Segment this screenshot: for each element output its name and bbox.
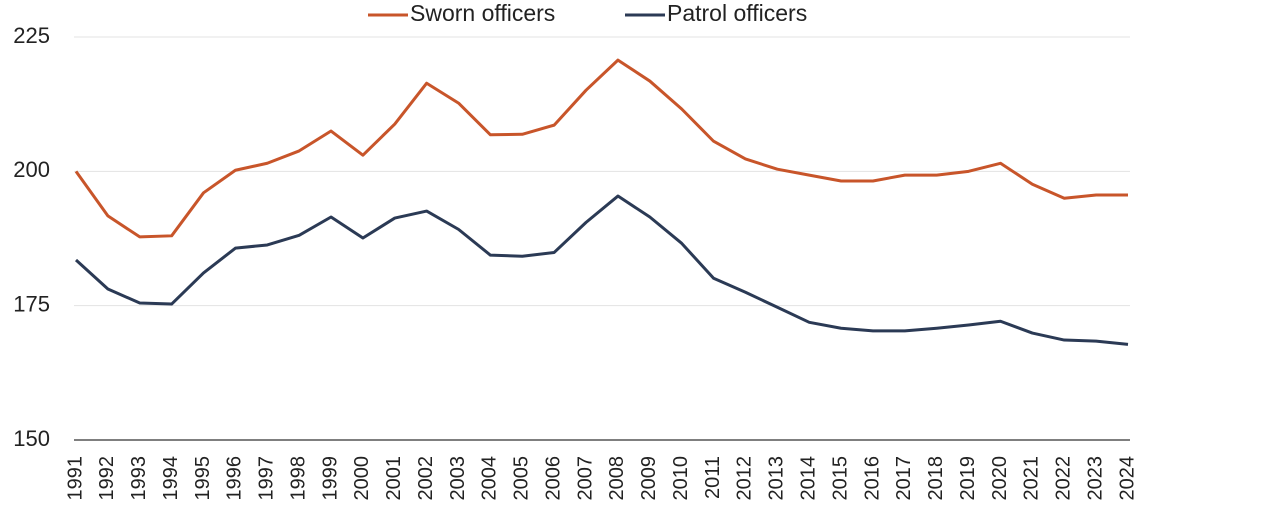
x-tick-label: 1991 <box>64 456 86 501</box>
x-tick-label: 1995 <box>192 456 214 501</box>
y-tick-label: 150 <box>13 426 50 451</box>
x-tick-label: 2013 <box>766 456 788 501</box>
x-tick-label: 2010 <box>670 456 692 501</box>
x-tick-label: 2008 <box>606 456 628 501</box>
x-tick-label: 2016 <box>861 456 883 501</box>
y-tick-label: 200 <box>13 157 50 182</box>
x-tick-label: 2015 <box>829 456 851 501</box>
x-tick-label: 2011 <box>702 456 724 499</box>
x-tick-label: 1996 <box>224 456 246 501</box>
x-tick-label: 2022 <box>1053 456 1075 501</box>
x-tick-label: 2009 <box>638 456 660 501</box>
legend-label: Patrol officers <box>667 0 807 26</box>
series-line <box>74 58 1128 239</box>
x-tick-label: 2017 <box>893 456 915 501</box>
x-tick-label: 2007 <box>574 456 596 501</box>
x-tick-label: 2005 <box>511 456 533 501</box>
x-tick-label: 2002 <box>415 456 437 501</box>
x-tick-label: 2004 <box>479 456 501 501</box>
x-tick-label: 1998 <box>287 456 309 501</box>
x-tick-label: 2000 <box>351 456 373 501</box>
x-tick-label: 2019 <box>957 456 979 501</box>
x-tick-label: 1994 <box>160 456 182 501</box>
x-tick-label: 1992 <box>96 456 118 501</box>
x-tick-label: 2001 <box>383 456 405 501</box>
x-tick-label: 2012 <box>734 456 756 501</box>
x-tick-label: 2006 <box>542 456 564 501</box>
x-tick-label: 2014 <box>797 456 819 501</box>
x-tick-label: 1997 <box>256 456 278 501</box>
x-tick-label: 1993 <box>128 456 150 501</box>
series-line <box>74 194 1129 346</box>
x-tick-label: 2024 <box>1116 456 1138 501</box>
legend-label: Sworn officers <box>410 0 555 26</box>
x-tick-label: 2018 <box>925 456 947 501</box>
x-tick-label: 2023 <box>1084 456 1106 501</box>
y-tick-label: 175 <box>13 291 50 316</box>
x-tick-label: 2003 <box>447 456 469 501</box>
x-tick-label: 2021 <box>1021 456 1043 501</box>
y-tick-label: 225 <box>13 23 50 48</box>
x-tick-label: 2020 <box>989 456 1011 501</box>
x-tick-label: 1999 <box>319 456 341 501</box>
